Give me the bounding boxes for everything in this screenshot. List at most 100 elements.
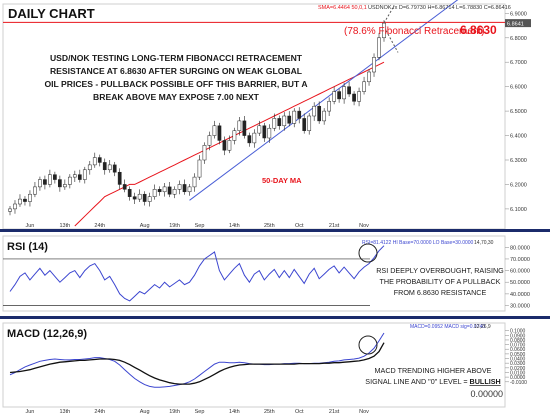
- candle-up: [187, 186, 192, 193]
- candle-up: [67, 176, 72, 185]
- candle-down: [53, 174, 57, 180]
- macd-note-line-2: SIGNAL LINE AND "0" LEVEL = BULLISH: [365, 377, 500, 386]
- macd-x-tick-label: 14th: [229, 409, 240, 415]
- macd-note-bullish: BULLISH: [470, 377, 501, 386]
- macd-x-tick-label: 13th: [59, 409, 70, 415]
- x-tick-label: 25th: [264, 223, 275, 229]
- macd-y-tick-label: 0.0300: [510, 361, 526, 367]
- candle-up: [192, 176, 197, 188]
- candle-down: [102, 162, 107, 171]
- candle-up: [212, 125, 217, 136]
- candle-up: [367, 71, 371, 83]
- candle-up: [137, 193, 142, 200]
- candle-up: [267, 127, 272, 139]
- candle-down: [247, 135, 252, 144]
- candle-up: [282, 115, 287, 127]
- macd-y-tick-label: 0.0900: [510, 333, 526, 339]
- candle-up: [13, 203, 17, 210]
- candle-up: [357, 91, 361, 102]
- macd-y-tick-label: 0.0500: [510, 352, 526, 358]
- candle-down: [302, 118, 307, 131]
- macd-series: -0.01000.00000.01000.02000.03000.04000.0…: [9, 329, 527, 388]
- candle-up: [307, 115, 312, 131]
- candle-up: [327, 101, 331, 112]
- main-note-line-2: RESISTANCE AT 6.8630 AFTER SURGING ON WE…: [50, 66, 302, 76]
- candle-up: [177, 184, 182, 190]
- macd-x-tick-label: 24th: [94, 409, 105, 415]
- candle-down: [182, 184, 187, 193]
- candle-up: [292, 110, 297, 124]
- main-note-line-3: OIL PRICES - PULLBACK POSSIBLE OFF THIS …: [44, 79, 307, 89]
- candle-up: [147, 196, 152, 202]
- candle-up: [92, 157, 97, 166]
- trendline: [189, 0, 459, 201]
- candle-down: [77, 174, 82, 180]
- rsi-readout-params: 14,70,30: [474, 240, 494, 246]
- macd-y-tick-label: -0.0100: [510, 380, 527, 386]
- macd-x-tick-label: 19th: [169, 409, 180, 415]
- x-tick-label: 19th: [169, 223, 180, 229]
- candle-up: [207, 135, 212, 146]
- macd-readout-params: 12,26,9: [474, 324, 491, 330]
- x-tick-label: Nov: [359, 223, 369, 229]
- main-note: USD/NOK TESTING LONG-TERM FIBONACCI RETR…: [44, 53, 307, 102]
- candle-down: [262, 125, 267, 139]
- rsi-y-tick-label: 70.0000: [510, 257, 530, 263]
- x-tick-label: Oct: [295, 223, 304, 229]
- x-tick-label: Jun: [26, 223, 35, 229]
- main-note-line-1: USD/NOK TESTING LONG-TERM FIBONACCI RETR…: [50, 53, 303, 63]
- candle-up: [107, 164, 112, 171]
- candle-up: [63, 184, 67, 188]
- macd-y-tick-label: 0.0600: [510, 347, 526, 353]
- candle-down: [112, 164, 117, 173]
- candle-down: [167, 186, 172, 195]
- candle-up: [372, 57, 376, 73]
- price-y-tick-label: 6.5000: [510, 109, 527, 115]
- macd-x-tick-label: Aug: [140, 409, 150, 415]
- price-axis: 6.1000 6.2000 6.3000 6.4000 6.5000 6.6000 6.70…: [505, 11, 527, 213]
- macd-y-tick-label: 0.0100: [510, 370, 526, 376]
- price-y-tick-label: 6.3000: [510, 158, 527, 164]
- candle-up: [33, 186, 37, 195]
- trendline-line: [189, 0, 459, 201]
- candlestick-series: [8, 20, 386, 216]
- ma-label: 50-DAY MA: [262, 176, 302, 185]
- macd-y-tick-label: 0.0800: [510, 338, 526, 344]
- divider-rsi-macd: [0, 316, 550, 319]
- candle-up: [28, 193, 32, 202]
- macd-signal-line: [9, 342, 385, 385]
- candle-down: [122, 184, 127, 190]
- candle-up: [82, 169, 87, 180]
- candle-up: [377, 37, 381, 58]
- candle-up: [18, 198, 22, 205]
- candle-down: [157, 189, 162, 193]
- candle-down: [297, 110, 302, 119]
- price-y-tick-label: 6.9000: [510, 11, 527, 17]
- macd-x-tick-label: Oct: [295, 409, 304, 415]
- candle-up: [152, 189, 157, 197]
- macd-note-line-1: MACD TRENDING HIGHER ABOVE: [375, 366, 492, 375]
- rsi-y-tick-label: 30.0000: [510, 304, 530, 310]
- candle-down: [277, 118, 282, 127]
- macd-note: MACD TRENDING HIGHER ABOVE SIGNAL LINE A…: [365, 366, 500, 386]
- rsi-note-line-2: THE PROBABILITY OF A PULLBACK: [380, 277, 501, 286]
- candle-up: [322, 110, 327, 122]
- candle-down: [317, 105, 322, 122]
- rsi-series: 30.0000 40.0000 50.0000 60.0000 70.0000 80.00…: [3, 245, 530, 310]
- macd-x-tick-label: Jun: [26, 409, 35, 415]
- candle-down: [97, 157, 102, 163]
- macd-highlight-circle: [358, 335, 378, 355]
- macd-y-tick-label: 0.0400: [510, 357, 526, 363]
- price-y-tick-label: 6.4000: [510, 134, 527, 140]
- candle-up: [312, 105, 317, 117]
- price-y-tick-label: 6.1000: [510, 207, 527, 213]
- fib-label: (78.6% Fibonacci Retracement): [344, 26, 485, 37]
- candle-down: [127, 189, 132, 197]
- candle-up: [48, 174, 52, 185]
- macd-y-tick-label: 0.0200: [510, 366, 526, 372]
- candle-up: [202, 145, 207, 161]
- x-tick-label: Aug: [140, 223, 150, 229]
- candle-down: [23, 198, 27, 202]
- x-tick-label: 24th: [94, 223, 105, 229]
